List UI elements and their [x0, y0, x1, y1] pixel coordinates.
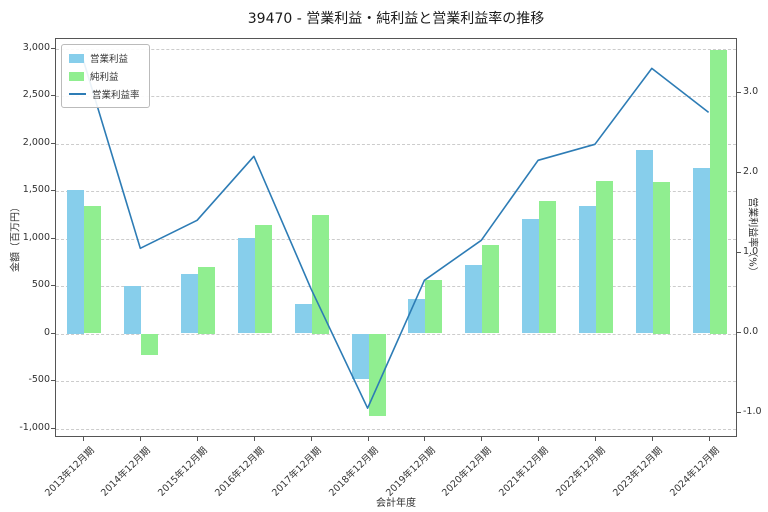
- x-tick-label: 2014年12月期: [99, 445, 154, 499]
- tick-mark-left: [51, 47, 55, 49]
- bar-net-profit: [198, 267, 216, 334]
- x-axis-label: 会計年度: [376, 498, 416, 509]
- y-tick-label-left: 2,000: [22, 136, 50, 148]
- tick-mark-bottom: [708, 437, 710, 441]
- bar-operating-profit: [635, 150, 653, 334]
- tick-mark-left: [51, 142, 55, 144]
- bar-operating-profit: [351, 333, 369, 380]
- bar-operating-profit: [237, 237, 255, 334]
- y-tick-label-left: 1,000: [22, 231, 50, 243]
- y-tick-label-left: 1,500: [22, 184, 50, 195]
- bar-net-profit: [595, 180, 613, 334]
- tick-mark-bottom: [310, 437, 312, 441]
- bar-net-profit: [254, 225, 272, 334]
- bar-operating-profit: [522, 218, 540, 334]
- chart-title: 39470 - 営業利益・純利益と営業利益率の推移: [247, 11, 545, 27]
- x-tick-label: 2021年12月期: [497, 445, 552, 499]
- legend-item-operating-margin: 営業利益率: [69, 87, 140, 101]
- tick-mark-bottom: [424, 437, 426, 441]
- y-tick-label-left: -500: [28, 374, 50, 385]
- tick-mark-bottom: [538, 437, 540, 441]
- gridline: [56, 48, 736, 50]
- tick-mark-bottom: [367, 437, 369, 441]
- tick-mark-left: [51, 380, 55, 381]
- tick-mark-bottom: [651, 437, 653, 441]
- bar-net-profit: [709, 49, 727, 334]
- bar-operating-profit: [465, 265, 483, 334]
- tick-mark-bottom: [83, 437, 85, 441]
- tick-mark-bottom: [481, 437, 483, 441]
- gridline: [56, 381, 736, 382]
- legend-label: 営業利益: [90, 54, 129, 65]
- y-tick-label-left: 3,000: [22, 41, 50, 53]
- y-tick-label-right: 3.0: [743, 86, 759, 98]
- x-tick-label: 2022年12月期: [554, 445, 608, 499]
- y-tick-label-left: 500: [31, 279, 50, 290]
- y-axis-label-right: 営業利益率（%）: [746, 197, 758, 277]
- x-tick-label: 2015年12月期: [156, 445, 211, 499]
- gridline: [56, 143, 736, 145]
- bar-net-profit: [311, 214, 329, 334]
- legend-item-net-profit: 純利益: [69, 69, 140, 83]
- tick-mark-right: [737, 92, 741, 94]
- tick-mark-left: [51, 285, 55, 286]
- x-tick-label: 2013年12月期: [42, 445, 97, 499]
- tick-mark-left: [51, 95, 55, 96]
- bar-operating-profit: [124, 286, 142, 334]
- tick-mark-right: [737, 252, 741, 254]
- y-tick-label-right: -1.0: [743, 406, 762, 418]
- y-tick-label-right: 1.0: [743, 246, 759, 258]
- tick-mark-bottom: [253, 437, 255, 441]
- y-tick-label-left: -1,000: [19, 421, 50, 433]
- gridline: [56, 238, 736, 240]
- bar-net-profit: [141, 333, 159, 356]
- gridline: [56, 428, 736, 430]
- tick-mark-bottom: [197, 437, 199, 441]
- bar-operating-profit: [692, 168, 710, 334]
- bar-operating-profit: [181, 273, 199, 334]
- bar-operating-profit: [408, 299, 426, 334]
- gridline: [56, 191, 736, 192]
- x-tick-label: 2018年12月期: [326, 445, 381, 499]
- tick-mark-left: [51, 427, 55, 429]
- y-tick-label-right: 0.0: [743, 326, 759, 338]
- bar-net-profit: [539, 201, 557, 334]
- x-tick-label: 2016年12月期: [213, 445, 267, 499]
- legend-label: 営業利益率: [92, 90, 140, 101]
- bar-net-profit: [368, 333, 386, 417]
- tick-mark-right: [737, 412, 741, 414]
- bar-net-profit: [652, 181, 670, 334]
- legend-item-operating-profit: 営業利益: [69, 51, 140, 65]
- bar-operating-profit: [294, 304, 312, 334]
- legend: 営業利益純利益営業利益率: [61, 44, 150, 108]
- legend-color-swatch: [69, 53, 84, 63]
- bar-net-profit: [425, 280, 443, 334]
- y-tick-label-left: 0: [43, 326, 50, 338]
- tick-mark-left: [51, 237, 55, 239]
- x-tick-label: 2024年12月期: [667, 445, 722, 499]
- tick-mark-right: [737, 332, 741, 334]
- gridline: [56, 286, 736, 287]
- x-tick-label: 2020年12月期: [440, 445, 495, 499]
- tick-mark-bottom: [594, 437, 596, 441]
- y-tick-label-right: 2.0: [743, 166, 759, 178]
- bar-net-profit: [84, 206, 102, 334]
- legend-label: 純利益: [90, 72, 119, 83]
- y-tick-label-left: 2,500: [22, 89, 50, 100]
- legend-color-swatch: [69, 71, 84, 81]
- gridline: [56, 96, 736, 97]
- tick-mark-left: [51, 190, 55, 191]
- tick-mark-left: [51, 332, 55, 334]
- bar-operating-profit: [578, 206, 596, 334]
- bar-operating-profit: [67, 190, 85, 334]
- plot-area: [55, 38, 737, 437]
- legend-line-sample: [69, 93, 86, 95]
- tick-mark-right: [737, 172, 741, 174]
- bar-net-profit: [482, 245, 500, 334]
- x-tick-label: 2017年12月期: [270, 445, 324, 499]
- tick-mark-bottom: [140, 437, 142, 441]
- x-tick-label: 2023年12月期: [611, 445, 665, 499]
- x-tick-label: 2019年12月期: [383, 445, 438, 499]
